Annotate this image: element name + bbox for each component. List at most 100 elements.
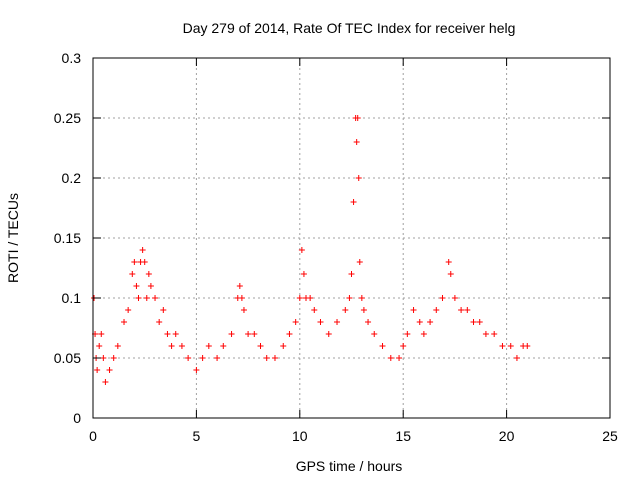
data-point: [353, 139, 360, 145]
data-point: [346, 295, 353, 301]
data-point: [447, 271, 454, 277]
data-point: [334, 319, 341, 325]
data-point: [371, 331, 378, 337]
data-point: [365, 319, 372, 325]
data-point: [160, 307, 167, 313]
data-point: [129, 271, 136, 277]
data-point: [178, 343, 185, 349]
data-point: [238, 295, 245, 301]
data-point: [524, 343, 531, 349]
data-point: [387, 355, 394, 361]
y-tick-label: 0.3: [62, 50, 82, 66]
data-point: [139, 247, 146, 253]
data-point: [296, 295, 303, 301]
data-point: [121, 319, 128, 325]
chart-title: Day 279 of 2014, Rate Of TEC Index for r…: [183, 20, 516, 36]
data-point: [356, 259, 363, 265]
data-point: [164, 331, 171, 337]
data-point: [152, 295, 159, 301]
data-point: [482, 331, 489, 337]
data-point: [470, 319, 477, 325]
data-point: [317, 319, 324, 325]
data-point: [135, 295, 142, 301]
data-point: [396, 355, 403, 361]
x-tick-label: 20: [499, 428, 515, 444]
plot-frame: [92, 57, 611, 419]
data-point: [307, 295, 314, 301]
data-point: [228, 331, 235, 337]
data-point: [298, 247, 305, 253]
data-point: [451, 295, 458, 301]
data-point: [110, 355, 117, 361]
data-point: [98, 331, 105, 337]
x-tick-label: 10: [292, 428, 308, 444]
data-point: [420, 331, 427, 337]
data-point: [168, 343, 175, 349]
data-point: [172, 331, 179, 337]
x-tick-label: 25: [602, 428, 618, 444]
data-point: [358, 295, 365, 301]
data-point: [300, 271, 307, 277]
data-point: [342, 307, 349, 313]
data-point: [292, 319, 299, 325]
y-tick-label: 0.2: [62, 170, 82, 186]
data-point: [476, 319, 483, 325]
data-point: [263, 355, 270, 361]
data-point: [355, 175, 362, 181]
data-point: [491, 331, 498, 337]
data-point: [147, 283, 154, 289]
data-point: [245, 331, 252, 337]
grid-layer: [93, 58, 610, 418]
data-point: [106, 367, 113, 373]
data-point: [439, 295, 446, 301]
data-point: [286, 331, 293, 337]
data-point: [348, 271, 355, 277]
data-point: [464, 307, 471, 313]
y-tick-label: 0.05: [54, 350, 81, 366]
data-point: [240, 307, 247, 313]
y-axis-label: ROTI / TECUs: [5, 193, 21, 283]
data-point: [458, 307, 465, 313]
y-tick-label: 0.25: [54, 110, 81, 126]
data-point: [400, 343, 407, 349]
data-point: [205, 343, 212, 349]
data-point: [410, 307, 417, 313]
x-tick-label: 5: [193, 428, 201, 444]
data-point: [94, 367, 101, 373]
data-point: [360, 307, 367, 313]
data-point: [114, 343, 121, 349]
data-point: [280, 343, 287, 349]
x-axis-label: GPS time / hours: [296, 458, 403, 474]
data-point: [350, 199, 357, 205]
data-point: [445, 259, 452, 265]
data-point: [427, 319, 434, 325]
data-point: [214, 355, 221, 361]
data-point: [185, 355, 192, 361]
y-tick-label: 0.1: [62, 290, 82, 306]
data-point: [100, 355, 107, 361]
data-point: [257, 343, 264, 349]
data-point: [141, 259, 148, 265]
y-tick-label: 0: [73, 410, 81, 426]
x-tick-label: 15: [395, 428, 411, 444]
data-point: [499, 343, 506, 349]
data-point: [379, 343, 386, 349]
data-point: [102, 379, 109, 385]
data-point: [513, 355, 520, 361]
data-point: [193, 367, 200, 373]
data-point: [325, 331, 332, 337]
points-layer: [91, 115, 531, 385]
data-point: [271, 355, 278, 361]
data-point: [507, 343, 514, 349]
data-point: [143, 295, 150, 301]
data-point: [236, 283, 243, 289]
data-point: [145, 271, 152, 277]
y-tick-label: 0.15: [54, 230, 81, 246]
x-tick-label: 0: [89, 428, 97, 444]
data-point: [199, 355, 206, 361]
data-point: [251, 331, 258, 337]
data-point: [156, 319, 163, 325]
tick-layer: 0 5 10 15 20 25 0 0.05 0.1 0.15 0.2 0.25 0.3: [54, 50, 618, 444]
